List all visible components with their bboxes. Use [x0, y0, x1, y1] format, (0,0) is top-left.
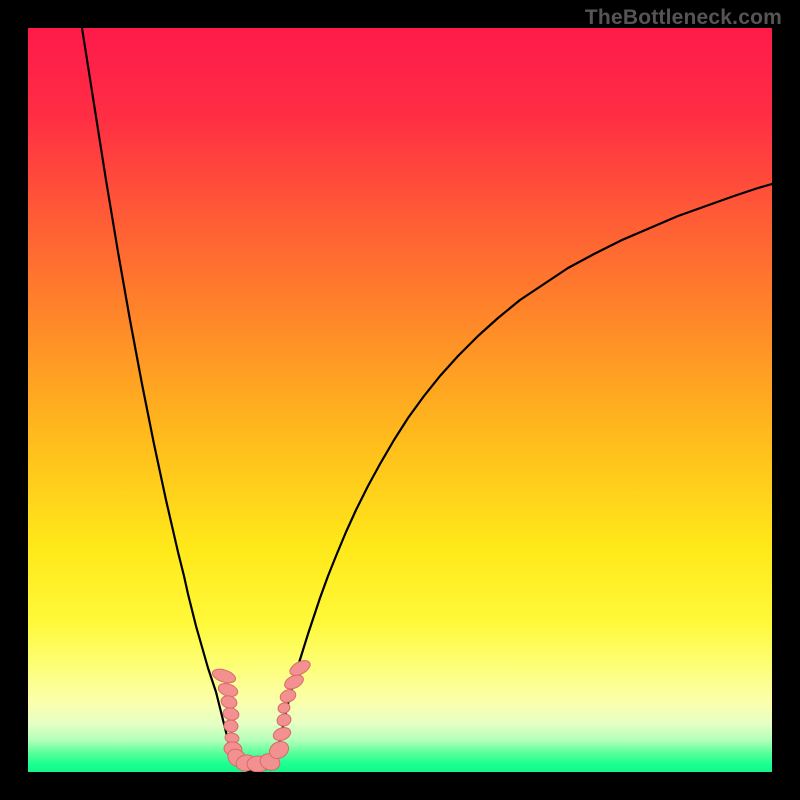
watermark-text: TheBottleneck.com: [585, 6, 782, 30]
plot-area: [28, 28, 772, 772]
gradient-background: [28, 28, 772, 772]
chart-frame: TheBottleneck.com: [0, 0, 800, 800]
plot-svg: [28, 28, 772, 772]
